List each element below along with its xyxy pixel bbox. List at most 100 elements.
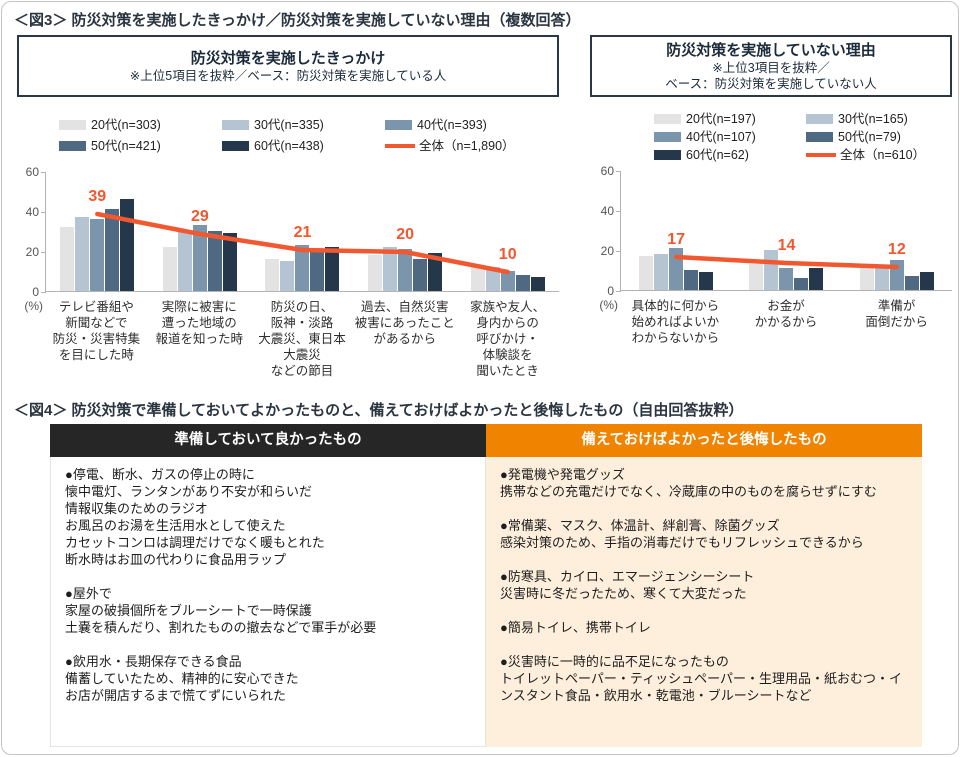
legend-item-total: 全体（n=1,890） bbox=[385, 138, 561, 154]
chart-not-implemented-reasons: 防災対策を実施していない理由 ※上位3項目を抜粋／ ベース：防災対策を実施してい… bbox=[590, 35, 952, 346]
legend-swatch bbox=[222, 141, 249, 151]
category-label-line: 新聞などで bbox=[65, 316, 128, 330]
legend-label: 20代(n=197) bbox=[686, 112, 756, 126]
bar bbox=[470, 267, 485, 291]
category-axis: 具体的に何から 始めればよいか わからないから お金が かかるから 準備が 面倒だから bbox=[590, 298, 952, 346]
legend-item: 30代(n=335) bbox=[222, 117, 385, 133]
bar bbox=[794, 278, 809, 290]
answer-line: ●屋外で bbox=[65, 586, 112, 601]
bar bbox=[428, 253, 443, 291]
bar bbox=[919, 272, 934, 290]
bar bbox=[90, 219, 105, 291]
category-label-line: 防災・災害特集 bbox=[52, 332, 141, 346]
answer-line: ●飲用水・長期保存できる食品 bbox=[65, 654, 242, 669]
plot-area: 0 20 40 60 (%) 17 14 12 bbox=[599, 164, 952, 312]
category-label-line: かかるから bbox=[754, 315, 818, 329]
y-tick-label: 60 bbox=[600, 164, 614, 178]
bar bbox=[669, 248, 684, 290]
category-label-line: 防災の日、 bbox=[270, 300, 334, 314]
prep-table: 準備しておいて良かったもの 備えておけばよかったと後悔したもの ●停電、断水、ガ… bbox=[50, 424, 922, 747]
bar bbox=[904, 276, 919, 290]
category-label-line: 過去、自然災害 bbox=[361, 300, 449, 314]
answer-block: ●常備薬、マスク、体温計、絆創膏、除菌グッズ 感染対策のため、手指の消毒だけでもリ… bbox=[500, 517, 908, 551]
legend-line-swatch bbox=[385, 144, 415, 148]
category-label-line: を目にした時 bbox=[58, 348, 134, 362]
bar bbox=[75, 217, 90, 291]
bar bbox=[779, 268, 794, 290]
answer-line: ●簡易トイレ、携帯トイレ bbox=[500, 620, 651, 635]
legend-item: 60代(n=62) bbox=[654, 147, 806, 163]
y-tick-label: 0 bbox=[32, 285, 39, 299]
category-label-line: 大震災 bbox=[283, 348, 321, 362]
y-tick-mark bbox=[616, 171, 621, 172]
category-label-line: 遭った地域の bbox=[161, 316, 237, 330]
y-tick-label: 20 bbox=[25, 245, 39, 259]
figure3-title: ＜図3＞ 防災対策を実施したきっかけ／防災対策を実施していない理由（複数回答） bbox=[14, 12, 581, 29]
category-label-line: 準備が bbox=[877, 299, 916, 313]
bar bbox=[500, 271, 515, 291]
legend-swatch bbox=[806, 132, 833, 142]
legend-label: 全体（n=1,890） bbox=[419, 139, 515, 153]
answer-line: 懐中電灯、ランタンがあり不安が和らいだ bbox=[65, 484, 313, 499]
legend-swatch bbox=[385, 120, 412, 130]
chart-legend: 20代(n=303) 30代(n=335) 40代(n=393) 50代(n=421)… bbox=[59, 117, 559, 154]
y-tick-label: 0 bbox=[607, 284, 614, 298]
chart-header-box: 防災対策を実施したきっかけ ※上位5項目を抜粋／ベース：防災対策を実施している人 bbox=[17, 35, 559, 97]
chart-note: ※上位3項目を抜粋／ bbox=[712, 60, 830, 75]
answer-line: 備蓄していたため、精神的に安心できた bbox=[65, 671, 299, 686]
category-label-line: 阪神・淡路 bbox=[270, 316, 334, 330]
answer-line: 携帯などの充電だけでなく、冷蔵庫の中のものを腐らせずにすむ bbox=[500, 484, 877, 499]
answer-line: ●防寒具、カイロ、エマージェンシーシート bbox=[500, 569, 755, 584]
category-label-line: わからないから bbox=[631, 331, 720, 345]
answer-block: ●防寒具、カイロ、エマージェンシーシート 災害時に冬だったため、寒くて大変だった bbox=[500, 568, 908, 602]
bar bbox=[684, 270, 699, 290]
legend-label: 50代(n=79) bbox=[838, 130, 901, 144]
total-value-label: 20 bbox=[396, 226, 414, 243]
bar bbox=[889, 260, 904, 290]
legend-swatch bbox=[59, 141, 86, 151]
figure4-title: ＜図4＞ 防災対策で準備しておいてよかったものと、備えておけばよかったと後悔した… bbox=[14, 402, 744, 419]
total-value-label: 29 bbox=[190, 208, 209, 225]
category-label-line: お金が bbox=[767, 299, 805, 313]
answer-line: 災害時に冬だったため、寒くて大変だった bbox=[500, 586, 747, 601]
category-label-line: テレビ番組や bbox=[58, 300, 134, 314]
legend-label: 30代(n=165) bbox=[838, 112, 908, 126]
total-value-label: 39 bbox=[88, 188, 107, 205]
bar bbox=[177, 231, 192, 291]
category-label-line: 報道を知った時 bbox=[155, 332, 243, 346]
answer-block: ●屋外で 家屋の破損個所をブルーシートで一時保護 土嚢を積んだり、割れたものの撤去な… bbox=[65, 585, 471, 636]
table-header-good: 準備しておいて良かったもの bbox=[50, 424, 486, 457]
legend-swatch bbox=[654, 132, 681, 142]
legend-item: 40代(n=393) bbox=[385, 117, 561, 133]
chart-title: 防災対策を実施していない理由 bbox=[666, 41, 876, 59]
category-label: 準備が 面倒だから bbox=[841, 298, 952, 346]
legend-item: 20代(n=303) bbox=[59, 117, 222, 133]
answer-block: ●停電、断水、ガスの停止の時に 懐中電灯、ランタンがあり不安が和らいだ 情報収集のた… bbox=[65, 466, 471, 568]
legend-label: 全体（n=610） bbox=[840, 148, 926, 162]
bar bbox=[265, 259, 280, 291]
bar bbox=[859, 268, 874, 290]
answer-line: 土嚢を積んだり、割れたものの撤去などで軍手が必要 bbox=[65, 620, 377, 635]
y-tick-mark bbox=[41, 212, 46, 213]
chart-header-box: 防災対策を実施していない理由 ※上位3項目を抜粋／ ベース：防災対策を実施してい… bbox=[590, 35, 952, 97]
category-label-line: 体験談を bbox=[482, 348, 533, 362]
legend-line-swatch bbox=[806, 153, 836, 157]
answer-block: ●簡易トイレ、携帯トイレ bbox=[500, 619, 908, 636]
category-axis: テレビ番組や 新聞などで 防災・災害特集 を目にした時 実際に被害に 遭った地域の 報道を知… bbox=[17, 299, 559, 379]
total-value-label: 14 bbox=[777, 237, 796, 254]
bar bbox=[809, 268, 824, 290]
legend-label: 60代(n=62) bbox=[686, 148, 749, 162]
legend-swatch bbox=[654, 114, 681, 124]
bar bbox=[654, 254, 669, 290]
y-tick-mark bbox=[616, 291, 621, 292]
legend-label: 60代(n=438) bbox=[254, 139, 324, 153]
bar bbox=[874, 268, 889, 290]
total-value-label: 10 bbox=[498, 246, 517, 263]
legend-item: 20代(n=197) bbox=[654, 111, 806, 127]
legend-item: 30代(n=165) bbox=[806, 111, 958, 127]
total-value-label: 21 bbox=[293, 224, 312, 241]
answer-line: 情報収集のためのラジオ bbox=[65, 501, 208, 516]
bar bbox=[485, 267, 500, 291]
category-label-line: 具体的に何から bbox=[631, 299, 720, 313]
